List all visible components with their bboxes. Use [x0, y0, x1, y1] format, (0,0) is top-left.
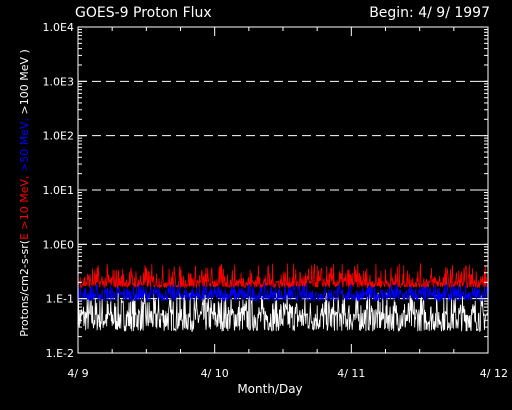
y-tick-label: 1.0E1: [43, 184, 74, 197]
series-line--50-mev: [77, 281, 489, 303]
y-label-gt50: >50 MeV,: [18, 114, 31, 172]
y-axis-label: Protons/cm2-s-sr(E >10 MeV, >50 MeV, >10…: [18, 49, 31, 337]
y-tick-label: 1.0E2: [43, 130, 74, 143]
y-tick-label: 1.E-2: [46, 347, 74, 360]
x-axis-label: Month/Day: [237, 382, 302, 396]
x-tick-label: 4/ 10: [201, 367, 229, 380]
chart-title: GOES-9 Proton Flux: [75, 5, 212, 21]
y-tick-label: 1.E-1: [46, 293, 74, 306]
series-group: [77, 263, 489, 333]
x-tick-label: 4/ 12: [480, 367, 508, 380]
x-ticks: 4/ 9 4/ 10 4/ 11 4/ 12: [67, 27, 508, 380]
series-line--100-mev: [77, 291, 489, 333]
begin-date: Begin: 4/ 9/ 1997: [369, 5, 490, 21]
x-tick-label: 4/ 11: [337, 367, 365, 380]
y-tick-label: 1.0E3: [43, 75, 74, 88]
grid-lines: [78, 80, 488, 300]
y-tick-label: 1.0E4: [43, 21, 74, 34]
x-tick-label: 4/ 9: [67, 367, 88, 380]
y-ticks: 1.E-2 1.E-1 1.0E0 1.0E1 1.0E2 1.0E3 1.0E4: [43, 21, 488, 360]
series-line-e-10-mev: [77, 263, 489, 289]
y-label-ge10: E >10 MeV,: [18, 172, 31, 240]
y-tick-label: 1.0E0: [43, 238, 74, 251]
y-label-units: Protons/cm2-s-sr(: [18, 240, 31, 337]
y-label-gt100: >100 MeV ): [18, 49, 31, 114]
